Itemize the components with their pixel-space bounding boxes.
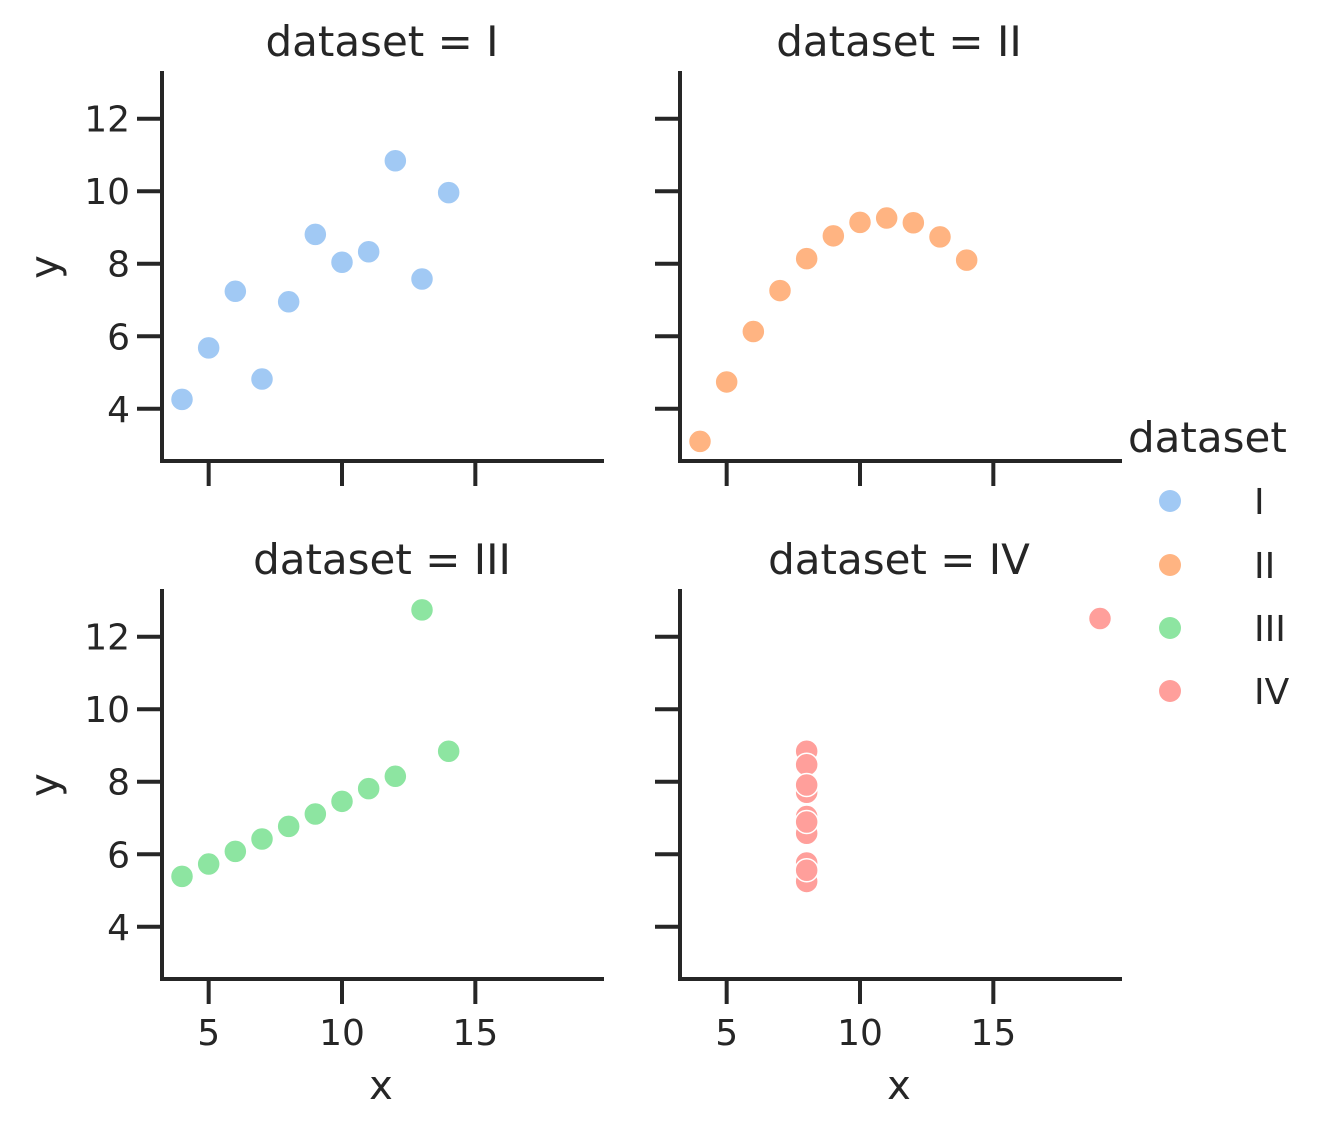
y-tick-label: 12 xyxy=(84,618,130,659)
data-point xyxy=(356,239,381,265)
y-tick-label: 6 xyxy=(107,835,130,876)
data-point xyxy=(436,739,461,764)
y-tick-label: 4 xyxy=(107,908,130,949)
y-tick-label: 12 xyxy=(84,100,130,141)
legend-marker xyxy=(1159,617,1181,639)
data-point xyxy=(1087,606,1113,631)
data-point xyxy=(276,289,301,315)
x-tick-label: 10 xyxy=(837,1013,883,1054)
data-point xyxy=(794,772,819,798)
legend-marker xyxy=(1159,680,1181,702)
legend-marker xyxy=(1159,490,1181,512)
data-point xyxy=(383,764,408,789)
legend-label: I xyxy=(1254,482,1265,523)
panel-title: dataset = III xyxy=(253,535,511,584)
data-point xyxy=(169,864,195,889)
data-point xyxy=(767,278,793,303)
panel-2: dataset = II xyxy=(655,17,1122,486)
legend-item-ii: II xyxy=(1159,546,1275,587)
x-axis-label: x xyxy=(369,1063,393,1109)
panel-marks xyxy=(687,205,979,454)
data-point xyxy=(741,319,766,344)
data-point xyxy=(303,222,328,247)
data-point xyxy=(794,246,819,271)
data-point xyxy=(303,801,328,827)
panel-marks xyxy=(169,597,461,889)
data-point xyxy=(329,250,355,275)
x-tick-label: 5 xyxy=(197,1013,220,1054)
data-point xyxy=(223,839,248,864)
data-point xyxy=(794,809,819,835)
data-point xyxy=(383,148,408,174)
data-point xyxy=(794,857,819,883)
y-axis-label: y xyxy=(22,255,68,279)
data-point xyxy=(687,429,713,454)
y-tick-label: 4 xyxy=(107,390,130,431)
data-point xyxy=(276,814,301,839)
panel-title: dataset = II xyxy=(776,17,1021,66)
legend-label: II xyxy=(1254,546,1275,587)
legend-label: III xyxy=(1254,609,1286,650)
panel-3: dataset = III 5 10 15 4 6 8 10 12 x y xyxy=(22,535,604,1109)
legend-item-i: I xyxy=(1159,482,1265,523)
data-point xyxy=(901,210,926,236)
y-tick-label: 10 xyxy=(84,690,130,731)
data-point xyxy=(196,851,221,877)
panel-title: dataset = IV xyxy=(768,535,1030,584)
x-tick-label: 5 xyxy=(715,1013,738,1054)
data-point xyxy=(794,752,819,777)
legend-title: dataset xyxy=(1128,413,1287,462)
x-tick-label: 15 xyxy=(452,1013,498,1054)
data-point xyxy=(223,279,248,304)
y-tick-label: 8 xyxy=(107,245,130,286)
legend-item-iii: III xyxy=(1159,609,1286,650)
data-point xyxy=(409,266,435,292)
legend-marker xyxy=(1159,554,1181,576)
data-point xyxy=(249,366,275,392)
x-tick-label: 15 xyxy=(970,1013,1016,1054)
data-point xyxy=(169,387,195,412)
y-tick-label: 8 xyxy=(107,763,130,804)
x-tick-label: 10 xyxy=(319,1013,365,1054)
data-point xyxy=(249,826,275,852)
data-point xyxy=(847,210,873,235)
data-point xyxy=(196,335,221,361)
data-point xyxy=(874,205,899,231)
y-tick-label: 6 xyxy=(107,317,130,358)
panel-marks xyxy=(169,148,461,412)
data-point xyxy=(436,180,461,205)
data-point xyxy=(409,597,435,623)
data-point xyxy=(821,223,846,249)
data-point xyxy=(954,247,979,273)
panel-marks xyxy=(794,606,1113,894)
x-axis-label: x xyxy=(887,1063,911,1109)
panel-title: dataset = I xyxy=(265,17,498,66)
data-point xyxy=(356,776,381,801)
data-point xyxy=(927,224,953,250)
panel-4: dataset = IV 5 10 15 x xyxy=(655,535,1122,1109)
legend-item-iv: IV xyxy=(1159,672,1290,713)
y-axis-label: y xyxy=(22,773,68,797)
legend-label: IV xyxy=(1254,672,1290,713)
y-tick-label: 10 xyxy=(84,172,130,213)
data-point xyxy=(714,369,739,395)
data-point xyxy=(329,789,355,814)
legend: dataset I II III IV xyxy=(1128,413,1290,713)
panel-1: dataset = I 4 6 8 10 12 y xyxy=(22,17,604,486)
